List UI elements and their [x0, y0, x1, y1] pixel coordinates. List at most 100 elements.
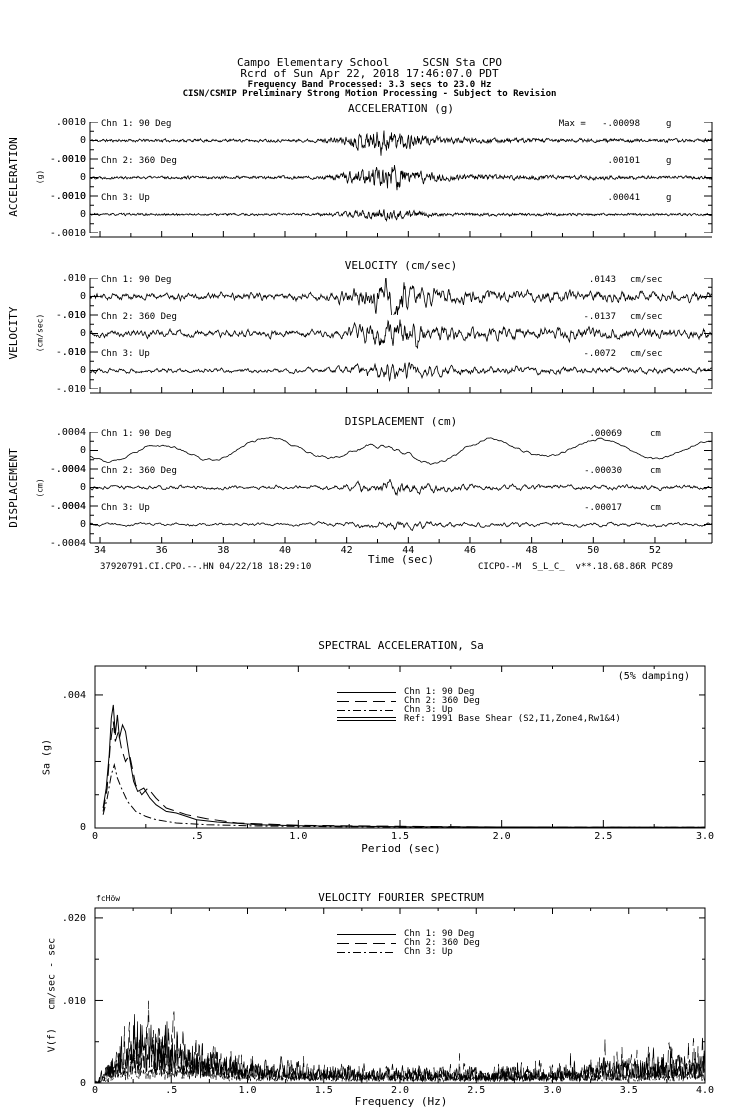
scale-label-top: .0010: [55, 117, 86, 128]
channel-label: Chn 2: 360 Deg: [101, 312, 177, 322]
fourier-ytick-label: .020: [61, 913, 86, 924]
waveform-trace: [89, 362, 713, 382]
fourier-legend-sample-1: [337, 934, 396, 935]
peak-value: Max = -.00098: [558, 119, 640, 129]
peak-unit: cm/sec: [630, 275, 663, 285]
fourier-y-axis-label: V(f) cm/sec - sec: [46, 937, 58, 1053]
sa-xtick-label: 1.5: [390, 831, 410, 842]
sa-title: SPECTRAL ACCELERATION, Sa: [318, 639, 484, 652]
waveform-trace: [89, 478, 713, 497]
peak-value: -.00017: [584, 503, 622, 513]
channel-label: Chn 3: Up: [101, 193, 150, 203]
scale-label-bottom: -.010: [55, 310, 86, 321]
displacement-title: DISPLACEMENT (cm): [344, 415, 458, 428]
displacement-axis-label: DISPLACEMENT: [7, 448, 20, 528]
sa-legend-sample-2: [337, 701, 396, 702]
fourier-xtick-label: 4.0: [695, 1085, 715, 1096]
peak-value: -.0072: [583, 349, 616, 359]
waveform-trace: [89, 278, 713, 315]
velocity-time-axis: [90, 387, 712, 394]
frequency-axis-label: Frequency (Hz): [354, 1095, 448, 1108]
sa-legend-label: Chn 1: 90 Deg: [404, 687, 475, 697]
sa-xtick-label: .5: [190, 831, 203, 842]
channel-label: Chn 1: 90 Deg: [101, 119, 172, 129]
fourier-xtick-label: 1.5: [314, 1085, 333, 1096]
sa-xtick-label: 1.0: [289, 831, 308, 842]
channel-label: Chn 1: 90 Deg: [101, 429, 172, 439]
fourier-legend-label: Chn 3: Up: [404, 947, 453, 957]
scale-label-zero: 0: [79, 365, 86, 376]
fourier-xtick-label: 1.0: [238, 1085, 257, 1096]
sa-xtick-label: 2.5: [594, 831, 613, 842]
peak-value: .00041: [607, 193, 640, 203]
acceleration-panel-1-canvas: [89, 122, 713, 159]
scale-label-bottom: -.010: [55, 384, 86, 395]
channel-label: Chn 1: 90 Deg: [101, 275, 172, 285]
time-tick-label: 42: [340, 545, 353, 556]
peak-unit: cm: [650, 429, 661, 439]
displacement-panel-2-canvas: [89, 469, 713, 506]
fourier-legend-label: Chn 2: 360 Deg: [404, 938, 480, 948]
fourier-xtick-label: 2.5: [467, 1085, 486, 1096]
scale-label-top: .0010: [55, 154, 86, 165]
scale-label-zero: 0: [79, 172, 86, 183]
fourier-xtick-label: 3.5: [619, 1085, 638, 1096]
peak-value: .00069: [589, 429, 622, 439]
peak-unit: cm/sec: [630, 312, 663, 322]
frequency-band-note: Frequency Band Processed: 3.3 secs to 23…: [247, 80, 492, 90]
scale-label-zero: 0: [79, 482, 86, 493]
velocity-title: VELOCITY (cm/sec): [344, 259, 458, 272]
time-tick-label: 50: [587, 545, 600, 556]
scale-label-bottom: -.0004: [49, 538, 86, 549]
peak-value: -.0137: [583, 312, 616, 322]
scale-label-top: .0004: [55, 501, 86, 512]
time-tick-label: 34: [93, 545, 107, 556]
sa-y-axis-label: Sa (g): [41, 738, 53, 776]
sa-curve: [102, 721, 706, 828]
fourier-xtick-label: 0: [91, 1085, 99, 1096]
time-tick-label: 44: [402, 545, 415, 556]
time-tick-label: 48: [525, 545, 538, 556]
scale-label-zero: 0: [79, 519, 86, 530]
scale-label-zero: 0: [79, 328, 86, 339]
scale-label-bottom: -.0004: [49, 464, 86, 475]
velocity-panel-1-canvas: [89, 278, 713, 315]
velocity-panel-2-canvas: [89, 315, 713, 352]
waveform-trace: [89, 520, 713, 532]
waveform-trace: [89, 164, 713, 191]
peak-unit: g: [666, 156, 672, 166]
channel-label: Chn 3: Up: [101, 503, 150, 513]
scale-label-top: .010: [61, 347, 86, 358]
sa-xtick-label: 3.0: [695, 831, 715, 842]
waveform-trace: [89, 436, 712, 465]
scale-label-bottom: -.0010: [49, 228, 86, 239]
fourier-ytick-label: .010: [61, 996, 86, 1007]
scale-label-bottom: -.0004: [49, 501, 86, 512]
time-axis-label: Time (sec): [367, 553, 435, 566]
sa-legend-label: Chn 3: Up: [404, 705, 453, 715]
sa-curve: [102, 704, 705, 828]
peak-unit: cm: [650, 466, 661, 476]
waveform-trace: [89, 130, 713, 156]
acceleration-axis-label: ACCELERATION: [7, 137, 20, 217]
damping-annotation: (5% damping): [617, 671, 690, 682]
time-tick-label: 40: [278, 545, 291, 556]
fourier-xtick-label: 3.0: [543, 1085, 562, 1096]
station-title: Campo Elementary School SCSN Sta CPO: [237, 56, 502, 69]
sa-curve: [102, 762, 705, 828]
fc-band-marker: fcHöw: [96, 894, 121, 903]
waveform-trace: [89, 209, 713, 222]
record-id-footer: 37920791.CI.CPO.--.HN 04/22/18 18:29:10: [100, 562, 312, 572]
displacement-panel-1-canvas: [89, 432, 713, 469]
sa-legend-label: Chn 2: 360 Deg: [404, 696, 480, 706]
acceleration-panel-3-canvas: [89, 196, 713, 233]
fourier-title: VELOCITY FOURIER SPECTRUM: [318, 891, 484, 904]
scale-label-zero: 0: [79, 445, 86, 456]
acceleration-time-axis: [90, 231, 712, 238]
peak-unit: cm: [650, 503, 661, 513]
waveform-trace: [89, 319, 713, 349]
acceleration-panel-2-canvas: [89, 159, 713, 196]
fourier-curve: [94, 1014, 706, 1084]
scale-label-top: .0004: [55, 427, 86, 438]
